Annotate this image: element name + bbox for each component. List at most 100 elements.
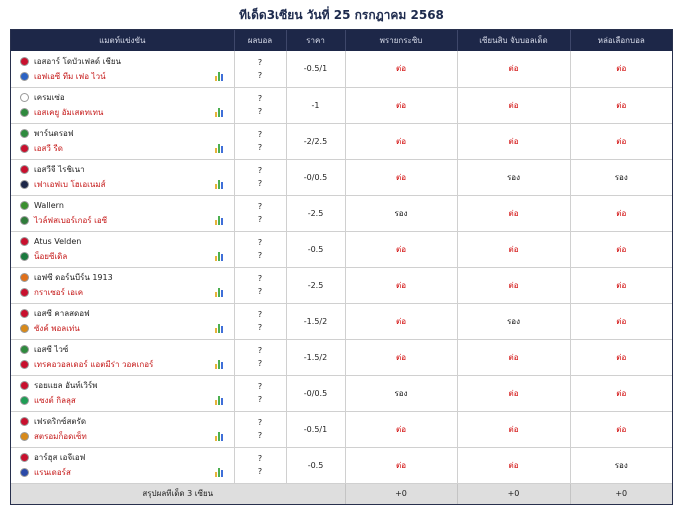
- stats-icon[interactable]: [214, 323, 224, 333]
- stats-icon[interactable]: [214, 287, 224, 297]
- team-logo-icon: [20, 180, 29, 189]
- away-team[interactable]: เอสวี รีด: [20, 141, 234, 156]
- match-cell[interactable]: เอสซี ไวซ์ เทรคอวอลเดอร์ แอตมีร่า วอคเกอร…: [11, 339, 235, 376]
- stats-icon[interactable]: [214, 359, 224, 369]
- home-score: ?: [257, 310, 263, 319]
- home-team[interactable]: เอสซี ไวซ์: [20, 342, 234, 357]
- home-team-name: พาร์นดรอฟ: [34, 129, 74, 138]
- result-cell: ??: [234, 195, 287, 232]
- home-team[interactable]: อาร์ฮุส เอจีเอฟ: [20, 450, 234, 465]
- home-team[interactable]: เอฟซี ดอร์นบีร์น 1913: [20, 270, 234, 285]
- odds-cell: -0.5: [286, 447, 346, 484]
- header-tipster-2[interactable]: เซียนสิบ จับบอลเด็ด: [457, 30, 571, 51]
- away-team-name: เฟาเอฟเบ โฮเอเนมส์: [34, 180, 106, 189]
- odds-cell: -1: [286, 87, 346, 124]
- away-team[interactable]: เอสเคยู อัมเสตทเทน: [20, 105, 234, 120]
- home-team[interactable]: Atus Velden: [20, 234, 234, 249]
- away-team[interactable]: แซงต์ กิลลุส: [20, 393, 234, 408]
- home-team-name: เฟรดริกซ์สตรัด: [34, 417, 87, 426]
- tipster-2-pick: ต่อ: [457, 411, 571, 448]
- result-cell: ??: [234, 87, 287, 124]
- match-cell[interactable]: พาร์นดรอฟเอสวี รีด: [11, 123, 235, 160]
- away-team[interactable]: น็อยซีเดิล: [20, 249, 234, 264]
- team-logo-icon: [20, 288, 29, 297]
- home-team[interactable]: พาร์นดรอฟ: [20, 126, 234, 141]
- team-logo-icon: [20, 309, 29, 318]
- page-title: ทีเด็ด3เซียน วันที่ 25 กรกฎาคม 2568: [239, 8, 444, 22]
- away-score: ?: [257, 143, 263, 152]
- tipster-1-pick: ต่อ: [345, 123, 458, 160]
- stats-icon[interactable]: [214, 215, 224, 225]
- table-row: เอฟซี ดอร์นบีร์น 1913 กราเซอร์ เอเค?? -2.5…: [11, 267, 672, 304]
- stats-icon[interactable]: [214, 251, 224, 261]
- home-team[interactable]: Wallern: [20, 198, 234, 213]
- stats-icon[interactable]: [214, 467, 224, 477]
- away-team[interactable]: เฟาเอฟเบ โฮเอเนมส์: [20, 177, 234, 192]
- match-cell[interactable]: เอสวีจี ไรชิเนาเฟาเอฟเบ โฮเอเนมส์: [11, 159, 235, 196]
- away-team[interactable]: เอฟเอซี ทีม เฟอ ไวน์: [20, 69, 234, 84]
- away-team[interactable]: ไวล์ฟสเบอร์เกอร์ เอซี: [20, 213, 234, 228]
- table-row: อาร์ฮุส เอจีเอฟ แรนเดอร์ส?? -0.5 ต่อ ต่อ รอง: [11, 447, 672, 484]
- odds-cell: -2.5: [286, 267, 346, 304]
- match-cell[interactable]: เอฟซี ดอร์นบีร์น 1913 กราเซอร์ เอเค: [11, 267, 235, 304]
- header-tipster-1[interactable]: พรายกระซิบ: [345, 30, 458, 51]
- tipster-2-pick: ต่อ: [457, 51, 571, 88]
- away-score: ?: [257, 287, 263, 296]
- tipster-3-pick: ต่อ: [570, 87, 672, 124]
- tipster-1-pick: ต่อ: [345, 303, 458, 340]
- table-row: เฟรดริกซ์สตรัด สตรอมก็อดเซ็ท?? -0.5/1 ต่อ ต่…: [11, 411, 672, 448]
- home-team[interactable]: เครมเซ่อ: [20, 90, 234, 105]
- stats-icon[interactable]: [214, 395, 224, 405]
- match-cell[interactable]: อาร์ฮุส เอจีเอฟแรนเดอร์ส: [11, 447, 235, 484]
- match-cell[interactable]: รอยแยล อันท์เวิร์พ แซงต์ กิลลุส: [11, 375, 235, 412]
- tipster-2-pick: ต่อ: [457, 195, 571, 232]
- result-cell: ??: [234, 159, 287, 196]
- result-cell: ??: [234, 51, 287, 88]
- tipster-1-pick: รอง: [345, 375, 458, 412]
- team-logo-icon: [20, 108, 29, 117]
- stats-icon[interactable]: [214, 71, 224, 81]
- home-team[interactable]: เอสอาร์ โดบัวเฟลด์ เชียน: [20, 54, 234, 69]
- team-logo-icon: [20, 453, 29, 462]
- away-team[interactable]: แรนเดอร์ส: [20, 465, 234, 480]
- match-cell[interactable]: เอสซี คาลสดอฟซังค์ พอลเท่น: [11, 303, 235, 340]
- away-team[interactable]: กราเซอร์ เอเค: [20, 285, 234, 300]
- tipster-2-pick: ต่อ: [457, 375, 571, 412]
- stats-icon[interactable]: [214, 431, 224, 441]
- tipster-3-pick: ต่อ: [570, 195, 672, 232]
- match-cell[interactable]: เฟรดริกซ์สตรัดสตรอมก็อดเซ็ท: [11, 411, 235, 448]
- stats-icon[interactable]: [214, 143, 224, 153]
- away-team[interactable]: ซังค์ พอลเท่น: [20, 321, 234, 336]
- team-logo-icon: [20, 129, 29, 138]
- table-row: เครมเซ่อ เอสเคยู อัมเสตทเทน?? -1 ต่อ ต่อ ต่อ: [11, 87, 672, 124]
- away-team[interactable]: สตรอมก็อดเซ็ท: [20, 429, 234, 444]
- table-row: เอสซี คาลสดอฟ ซังค์ พอลเท่น?? -1.5/2 ต่อ รอง…: [11, 303, 672, 340]
- table-header-row: แมตท์แข่งขัน ผลบอล ราคา พรายกระซิบ เซียน…: [11, 30, 672, 51]
- away-score: ?: [257, 359, 263, 368]
- home-team[interactable]: เฟรดริกซ์สตรัด: [20, 414, 234, 429]
- match-cell[interactable]: เอสอาร์ โดบัวเฟลด์ เชียนเอฟเอซี ทีม เฟอ …: [11, 51, 235, 88]
- match-cell[interactable]: เครมเซ่อ เอสเคยู อัมเสตทเทน: [11, 87, 235, 124]
- away-team-name: เอฟเอซี ทีม เฟอ ไวน์: [34, 71, 106, 81]
- tipster-1-pick: ต่อ: [345, 159, 458, 196]
- tipster-3-pick: ต่อ: [570, 411, 672, 448]
- stats-icon[interactable]: [214, 107, 224, 117]
- tipster-3-pick: ต่อ: [570, 339, 672, 376]
- home-team[interactable]: รอยแยล อันท์เวิร์พ: [20, 378, 234, 393]
- match-cell[interactable]: Atus Velden น็อยซีเดิล: [11, 231, 235, 268]
- home-team-name: อาร์ฮุส เอจีเอฟ: [34, 453, 86, 462]
- tips-table-container: แมตท์แข่งขัน ผลบอล ราคา พรายกระซิบ เซียน…: [10, 29, 673, 505]
- stats-icon[interactable]: [214, 179, 224, 189]
- home-team[interactable]: เอสวีจี ไรชิเนา: [20, 162, 234, 177]
- home-team[interactable]: เอสซี คาลสดอฟ: [20, 306, 234, 321]
- away-team-name: ซังค์ พอลเท่น: [34, 324, 80, 333]
- header-tipster-3[interactable]: หล่อเลือกบอล: [597, 36, 645, 45]
- table-row: เอสวีจี ไรชิเนา เฟาเอฟเบ โฮเอเนมส์?? -0/0.…: [11, 159, 672, 196]
- summary-total-tipster-1: +0: [345, 483, 458, 504]
- odds-cell: -1.5/2: [286, 339, 346, 376]
- away-team-name: แรนเดอร์ส: [34, 468, 71, 477]
- result-cell: ??: [234, 303, 287, 340]
- away-team[interactable]: เทรคอวอลเดอร์ แอตมีร่า วอคเกอร์: [20, 357, 234, 372]
- match-cell[interactable]: Wallern ไวล์ฟสเบอร์เกอร์ เอซี: [11, 195, 235, 232]
- away-score: ?: [257, 467, 263, 476]
